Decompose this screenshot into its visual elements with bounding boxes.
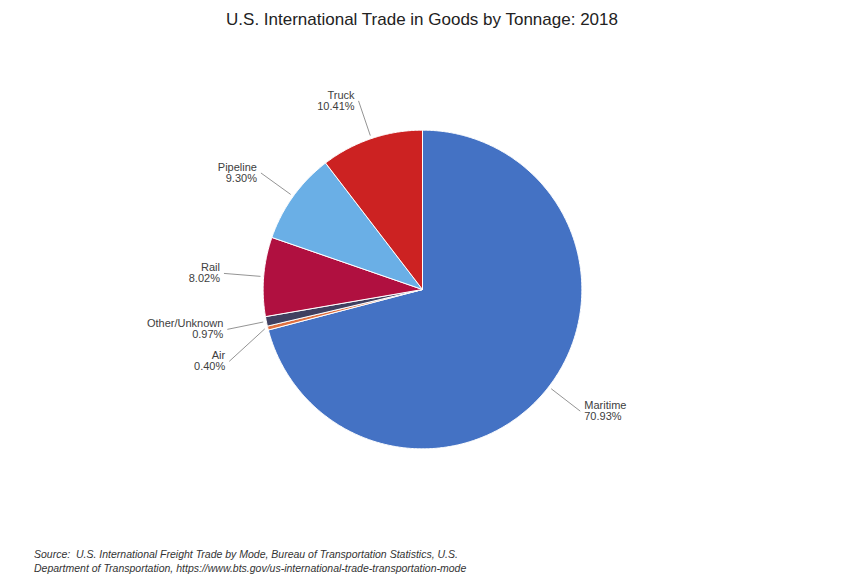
svg-text:Pipeline9.30%: Pipeline9.30%: [218, 161, 257, 184]
svg-text:Rail8.02%: Rail8.02%: [189, 261, 220, 284]
svg-text:Truck10.41%: Truck10.41%: [317, 89, 355, 112]
html-text:U.S. International Trade in Go: U.S. International Trade in Goods by Ton…: [226, 10, 618, 29]
html-text:Source: U.S. International Fre: Source: U.S. International Freight Trade…: [34, 548, 467, 574]
svg-text:Air0.40%: Air0.40%: [194, 349, 226, 372]
svg-text:Maritime70.93%: Maritime70.93%: [584, 399, 626, 422]
svg-text:Other/Unknown0.97%: Other/Unknown0.97%: [147, 317, 224, 340]
